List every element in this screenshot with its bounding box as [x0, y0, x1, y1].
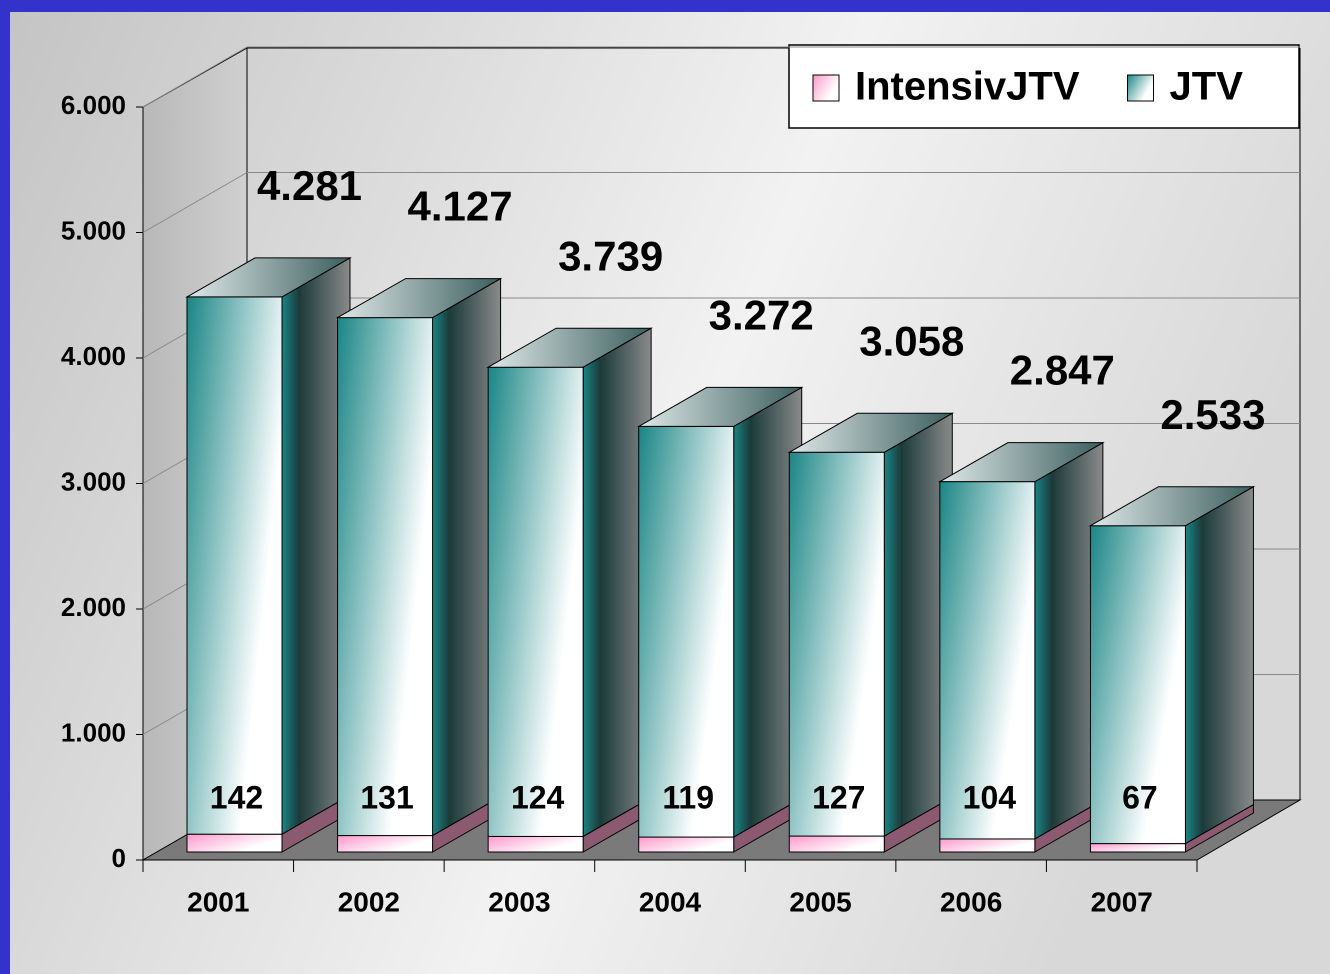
- bar: [788, 451, 885, 837]
- data-label: 104: [963, 779, 1017, 815]
- y-tick-label: 0: [112, 843, 126, 873]
- bar: [337, 317, 434, 837]
- data-label: 127: [812, 779, 865, 815]
- data-label: 124: [511, 779, 565, 815]
- x-tick-label: 2001: [187, 886, 249, 917]
- bar-top: [787, 412, 955, 453]
- bar: [487, 835, 584, 853]
- data-label: 131: [360, 779, 413, 815]
- data-label: 2.847: [1010, 347, 1115, 394]
- bar: [939, 838, 1036, 853]
- bar: [638, 425, 735, 838]
- legend-label: IntensivJTV: [855, 65, 1080, 109]
- bar: [939, 481, 1036, 840]
- x-tick-label: 2003: [488, 886, 550, 917]
- bar-side: [1184, 485, 1254, 845]
- x-tick-label: 2005: [789, 886, 851, 917]
- bar-top: [185, 257, 352, 298]
- data-label: 4.281: [257, 162, 362, 209]
- x-tick-label: 2004: [639, 886, 702, 917]
- data-label: 142: [210, 779, 263, 815]
- y-tick-label: 3.000: [61, 466, 126, 496]
- legend-swatch: [1127, 74, 1155, 102]
- bar: [1089, 525, 1186, 845]
- bar: [638, 836, 735, 853]
- y-tick-label: 1.000: [61, 717, 126, 747]
- x-tick-label: 2007: [1091, 886, 1153, 917]
- y-tick-label: 5.000: [61, 215, 126, 245]
- bar: [337, 835, 434, 853]
- y-tick-label: 2.000: [61, 592, 126, 622]
- data-label: 67: [1122, 779, 1158, 815]
- y-tick-label: 4.000: [61, 341, 126, 371]
- data-label: 3.058: [859, 317, 964, 364]
- bar-top: [486, 327, 654, 368]
- x-tick-label: 2002: [338, 886, 400, 917]
- bar-top: [937, 442, 1105, 483]
- legend-swatch: [812, 74, 840, 102]
- bar: [186, 833, 283, 853]
- legend: IntensivJTV JTV: [788, 44, 1300, 129]
- data-label: 4.127: [408, 183, 513, 230]
- bar-top: [1088, 486, 1256, 527]
- x-tick-label: 2006: [940, 886, 1002, 917]
- legend-box: [788, 44, 1300, 129]
- bar: [788, 835, 885, 853]
- grid-line: [142, 46, 248, 108]
- grid-line: [142, 172, 248, 233]
- bar: [1089, 843, 1186, 853]
- data-label: 2.533: [1160, 391, 1265, 438]
- data-label: 3.739: [558, 232, 663, 279]
- y-tick-label: 6.000: [61, 90, 126, 120]
- bar-top: [636, 386, 804, 427]
- data-label: 119: [662, 779, 714, 815]
- data-label: 3.272: [709, 292, 814, 339]
- bar: [487, 366, 584, 837]
- bar: [186, 296, 283, 835]
- legend-label: JTV: [1170, 65, 1244, 109]
- bar-top: [335, 278, 503, 319]
